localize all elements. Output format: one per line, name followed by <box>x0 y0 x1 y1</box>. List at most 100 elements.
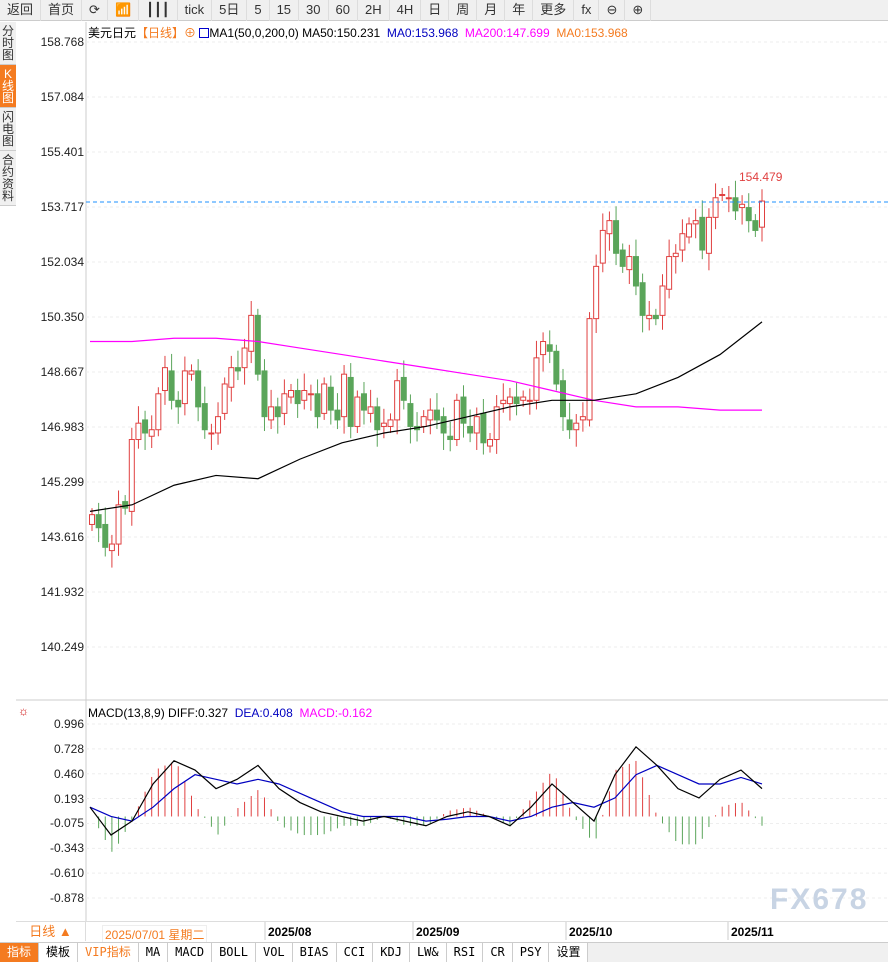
toolbar-button-12[interactable]: 4H <box>390 0 422 21</box>
candle-body <box>712 197 719 218</box>
tab-2[interactable]: 闪电图 <box>0 108 16 151</box>
candle-body <box>705 216 712 254</box>
toolbar-button-20[interactable]: ⊕ <box>625 0 652 21</box>
toolbar-button-6[interactable]: 5日 <box>212 0 248 21</box>
candle-body <box>646 314 653 320</box>
indicator-tab-14[interactable]: 设置 <box>549 943 589 962</box>
candle-body <box>135 422 142 441</box>
tab-3[interactable]: 合约资料 <box>0 151 16 206</box>
indicator-tab-6[interactable]: VOL <box>255 943 293 962</box>
candle-body <box>699 216 706 251</box>
indicator-tab-8[interactable]: CCI <box>336 943 374 962</box>
candle-body <box>613 220 620 254</box>
ma200-line <box>90 337 762 411</box>
toolbar-button-13[interactable]: 日 <box>421 0 450 21</box>
toolbar-button-11[interactable]: 2H <box>358 0 390 21</box>
dea-value: DEA:0.408 <box>234 706 293 720</box>
candle-body <box>579 416 586 421</box>
candle-body <box>679 233 686 251</box>
candle-body <box>725 197 732 200</box>
candle-body <box>181 370 188 405</box>
candle-body <box>632 256 639 287</box>
indicator-tab-11[interactable]: RSI <box>446 943 484 962</box>
candle-body <box>175 399 182 408</box>
indicator-tab-9[interactable]: KDJ <box>373 943 410 962</box>
candle-body <box>387 419 394 427</box>
candle-body <box>500 399 507 405</box>
toolbar-button-3[interactable]: 📶 <box>108 0 140 21</box>
macd-settings-icon[interactable]: ☼ <box>18 704 29 718</box>
toolbar-button-18[interactable]: fx <box>574 0 600 21</box>
candle-body <box>360 393 367 411</box>
y-tick-label: 145.299 <box>40 475 84 490</box>
candle-body <box>440 416 447 434</box>
candle-body <box>672 252 679 258</box>
macd-tick-label: 0.460 <box>53 766 84 781</box>
indicator-tab-3[interactable]: MA <box>138 943 169 962</box>
macd-tick-label: -0.075 <box>49 816 84 831</box>
candle-body <box>586 318 593 421</box>
x-tick-label: 2025/08 <box>268 925 312 939</box>
y-tick-label: 158.768 <box>40 35 84 49</box>
tab-0[interactable]: 分时图 <box>0 22 16 65</box>
candle-body <box>261 370 268 418</box>
toolbar-button-4[interactable]: ┃┃┃ <box>139 0 178 21</box>
candle-body <box>460 396 467 424</box>
candle-body <box>533 357 540 401</box>
indicator-tabs: 指标 模板 VIP指标 MA MACD BOLL VOL BIAS CCI KDJ LW& RSI CR… <box>0 942 888 962</box>
candle-body <box>553 350 560 385</box>
candle-body <box>487 439 494 447</box>
date-bar: 日线 ▲ 2025/07/01 星期二 <box>16 921 888 944</box>
candle-body <box>115 504 122 545</box>
candle-body <box>520 396 527 401</box>
toolbar-button-10[interactable]: 60 <box>329 0 358 21</box>
candle-body <box>89 514 95 525</box>
candle-body <box>248 314 255 352</box>
toolbar-button-17[interactable]: 更多 <box>533 0 575 21</box>
indicator-tab-4[interactable]: MACD <box>168 943 213 962</box>
toolbar-button-1[interactable]: 首页 <box>41 0 83 21</box>
toolbar-button-7[interactable]: 5 <box>247 0 270 21</box>
macd-tick-label: 0.728 <box>53 741 84 756</box>
candle-body <box>739 203 746 209</box>
indicator-tab-7[interactable]: BIAS <box>292 943 337 962</box>
candle-body <box>652 314 659 320</box>
indicator-tab-12[interactable]: CR <box>483 943 513 962</box>
ma-name: MA1(50,0,200,0) <box>209 26 299 40</box>
toolbar-button-2[interactable]: ⟳ <box>82 0 108 21</box>
ma0b-value: MA0:153.968 <box>556 26 628 40</box>
indicator-tab-10[interactable]: LW& <box>409 943 447 962</box>
tab-1[interactable]: K线图 <box>0 65 16 108</box>
toolbar-button-16[interactable]: 年 <box>505 0 534 21</box>
candle-body <box>102 523 109 548</box>
toolbar-button-14[interactable]: 周 <box>449 0 478 21</box>
candle-body <box>745 207 752 222</box>
candle-body <box>752 220 759 231</box>
toolbar-button-15[interactable]: 月 <box>477 0 506 21</box>
candle-body <box>686 223 693 238</box>
indicator-tab-5[interactable]: BOLL <box>212 943 256 962</box>
indicator-tab-0[interactable]: 指标 <box>0 943 40 962</box>
candle-body <box>480 412 487 444</box>
ma50-value: MA50:150.231 <box>302 26 381 40</box>
candle-body <box>692 220 699 225</box>
candle-body <box>407 403 414 427</box>
macd-tick-label: -0.610 <box>49 866 84 881</box>
candle-body <box>155 393 162 431</box>
indicator-tab-2[interactable]: VIP指标 <box>78 943 139 962</box>
candle-body <box>347 376 354 427</box>
settings-icon[interactable]: ⊕ <box>184 26 197 40</box>
toolbar-button-9[interactable]: 30 <box>299 0 329 21</box>
toolbar-button-0[interactable]: 返回 <box>0 0 42 21</box>
toolbar-button-19[interactable]: ⊖ <box>599 0 626 21</box>
candle-body <box>380 422 387 427</box>
candle-body <box>513 396 520 405</box>
indicator-tab-13[interactable]: PSY <box>512 943 550 962</box>
indicator-tab-1[interactable]: 模板 <box>39 943 79 962</box>
toolbar-button-5[interactable]: tick <box>178 0 213 21</box>
period-button[interactable]: 日线 ▲ <box>16 922 86 941</box>
ma-icon <box>199 28 210 38</box>
candle-body <box>659 285 666 316</box>
candle-body <box>148 429 155 437</box>
toolbar-button-8[interactable]: 15 <box>270 0 300 21</box>
